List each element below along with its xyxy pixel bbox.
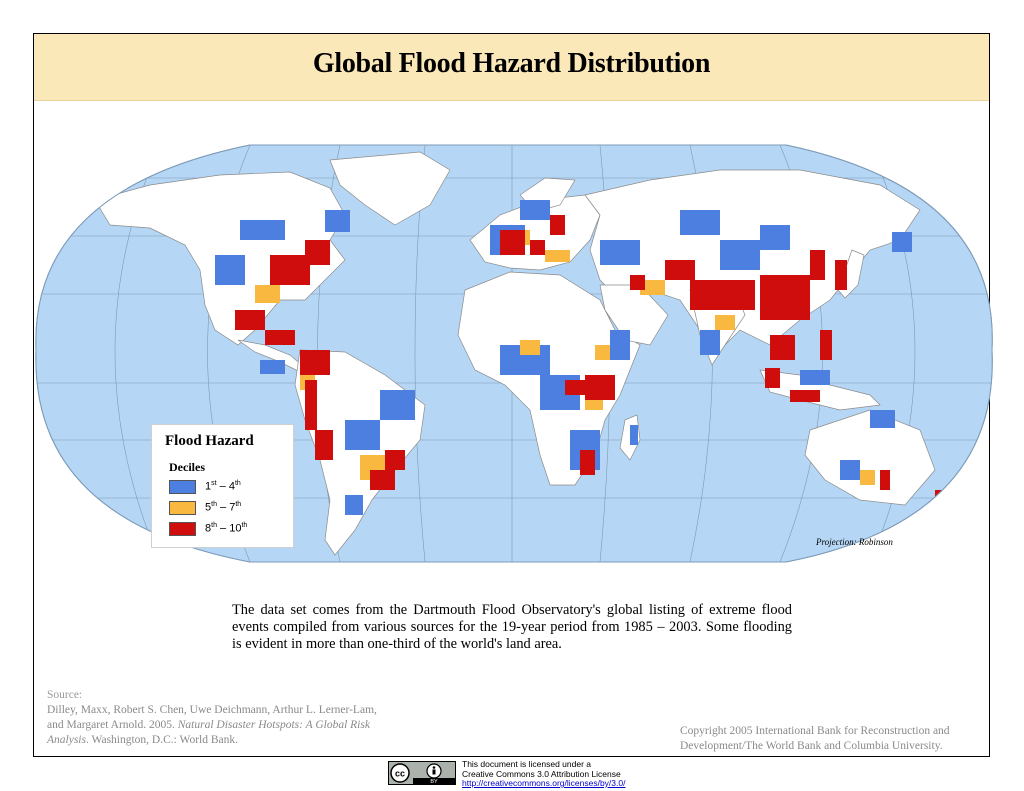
projection-note: Projection: Robinson bbox=[816, 537, 893, 547]
legend-subtitle: Deciles bbox=[169, 460, 205, 474]
title-band: Global Flood Hazard Distribution bbox=[34, 34, 989, 101]
legend-label-low: 1st – 4th bbox=[205, 480, 241, 493]
source-citation: Source: Dilley, Maxx, Robert S. Chen, Uw… bbox=[47, 688, 387, 748]
svg-text:cc: cc bbox=[395, 769, 405, 779]
greenland bbox=[329, 151, 451, 226]
svg-text:BY: BY bbox=[430, 779, 438, 784]
legend-title: Flood Hazard bbox=[165, 433, 254, 449]
legend-label-high: 8th – 10th bbox=[205, 522, 248, 535]
cc-license-badge[interactable]: cc BY bbox=[388, 761, 456, 785]
legend-label-medium: 5th – 7th bbox=[205, 501, 242, 514]
source-title: Natural Disaster Hotspots: A Global Risk… bbox=[47, 719, 370, 746]
map-title: Global Flood Hazard Distribution bbox=[312, 48, 711, 79]
description-text: The data set comes from the Dartmouth Fl… bbox=[232, 602, 792, 652]
license-text: This document is licensed under a Creati… bbox=[462, 759, 626, 788]
hazard-high bbox=[235, 215, 941, 502]
copyright-text: Copyright 2005 International Bank for Re… bbox=[680, 725, 950, 752]
source-text: Dilley, Maxx, Robert S. Chen, Uwe Deichm… bbox=[47, 704, 377, 731]
legend-swatch-medium bbox=[169, 501, 196, 515]
legend-swatch-low bbox=[169, 480, 196, 494]
license-link[interactable]: http://creativecommons.org/licenses/by/3… bbox=[462, 778, 626, 788]
legend-swatch-high bbox=[169, 522, 196, 536]
source-label: Source: bbox=[47, 689, 83, 701]
source-text-end: . Washington, D.C.: World Bank. bbox=[85, 734, 238, 746]
cc-icon bbox=[390, 763, 410, 783]
legend: Flood Hazard Deciles 1st – 4th 5th – 7th… bbox=[151, 424, 294, 548]
